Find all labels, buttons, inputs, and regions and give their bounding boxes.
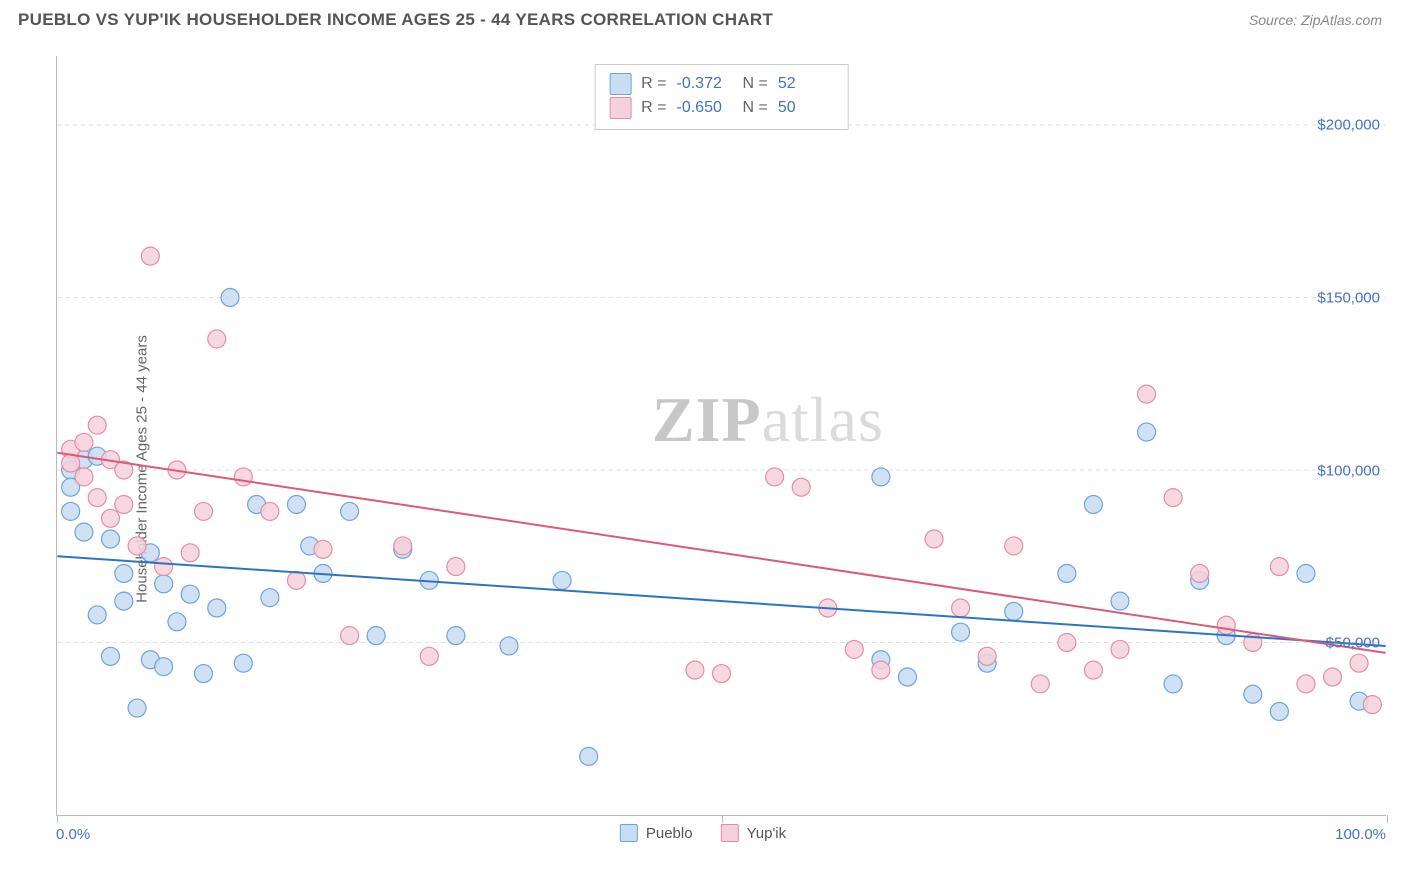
legend-item-pueblo: Pueblo [620, 824, 693, 842]
plot-area: ZIPatlas R = -0.372 N = 52 R = -0.650 N … [56, 56, 1386, 816]
stats-row-pueblo: R = -0.372 N = 52 [609, 73, 834, 95]
x-axis-max-label: 100.0% [1335, 826, 1386, 843]
legend-item-yupik: Yup'ik [721, 824, 787, 842]
legend-label-yupik: Yup'ik [747, 825, 787, 842]
y-tick-label: $100,000 [1317, 462, 1380, 479]
x-tick [722, 815, 723, 823]
stats-legend-box: R = -0.372 N = 52 R = -0.650 N = 50 [594, 64, 849, 130]
value-r-yupik: -0.650 [677, 99, 733, 117]
x-axis-min-label: 0.0% [56, 826, 90, 843]
stats-row-yupik: R = -0.650 N = 50 [609, 97, 834, 119]
bottom-legend: Pueblo Yup'ik [620, 824, 786, 842]
swatch-yupik [721, 824, 739, 842]
source-label: Source: ZipAtlas.com [1249, 12, 1382, 28]
label-r: R = [641, 99, 666, 117]
label-n: N = [743, 99, 768, 117]
value-n-yupik: 50 [778, 99, 834, 117]
swatch-pueblo [609, 73, 631, 95]
y-tick-label: $150,000 [1317, 289, 1380, 306]
swatch-yupik [609, 97, 631, 119]
chart-container: Householder Income Ages 25 - 44 years ZI… [0, 46, 1406, 892]
y-tick-label: $50,000 [1326, 635, 1380, 652]
label-n: N = [743, 75, 768, 93]
chart-title: PUEBLO VS YUP'IK HOUSEHOLDER INCOME AGES… [18, 10, 773, 30]
value-n-pueblo: 52 [778, 75, 834, 93]
value-r-pueblo: -0.372 [677, 75, 733, 93]
swatch-pueblo [620, 824, 638, 842]
x-tick [57, 815, 58, 823]
y-tick-label: $200,000 [1317, 117, 1380, 134]
trend-lines-layer [57, 56, 1386, 815]
label-r: R = [641, 75, 666, 93]
x-tick [1387, 815, 1388, 823]
legend-label-pueblo: Pueblo [646, 825, 693, 842]
